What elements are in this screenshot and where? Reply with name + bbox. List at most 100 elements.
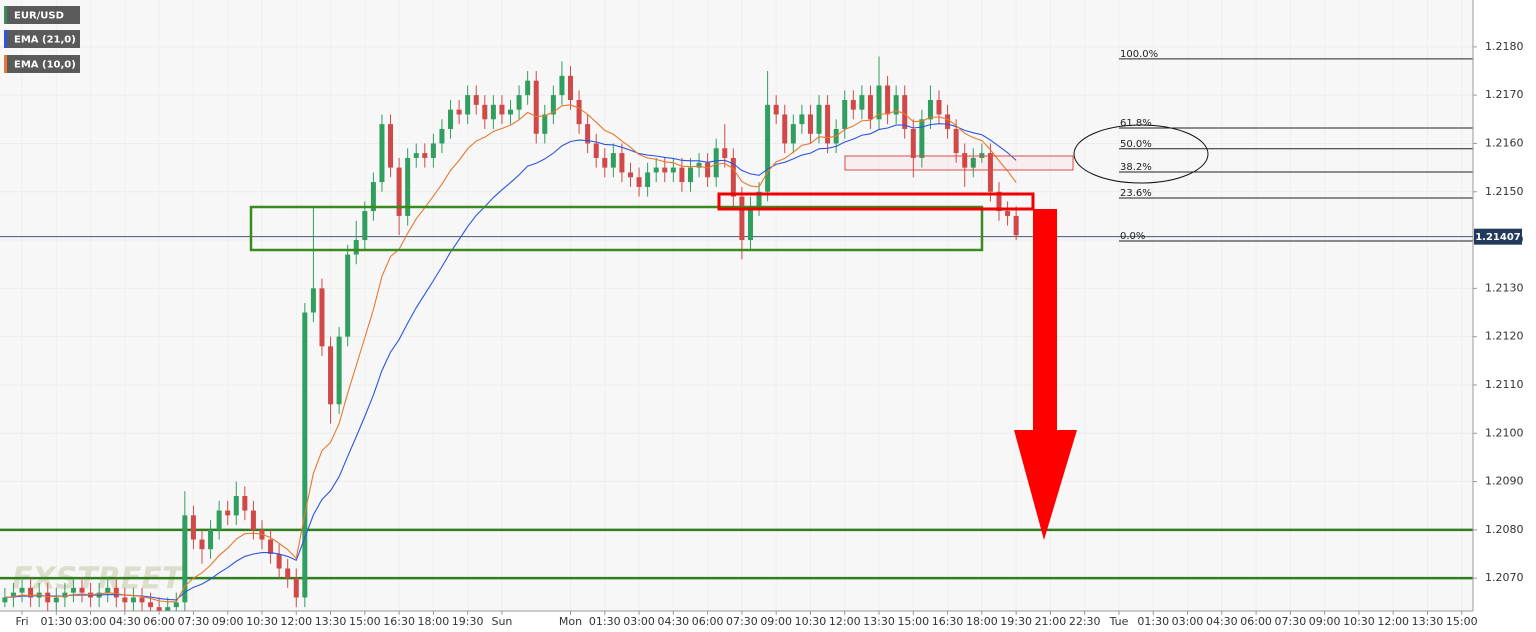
candle-body [790,124,796,144]
candle-body [662,167,668,173]
x-tick-label: 10:30 [795,615,827,628]
x-tick-label: 04:30 [657,615,689,628]
x-tick-label: 16:30 [932,615,964,628]
x-tick-label: 06:00 [1240,615,1272,628]
x-tick-label: 19:30 [1000,615,1032,628]
support-lines [0,528,1473,580]
candle-body [2,597,8,603]
x-tick-label: 18:00 [418,615,450,628]
candle-body [250,510,256,530]
candle-body [379,124,385,183]
candle-body [173,602,179,608]
x-tick-label: 13:30 [863,615,895,628]
x-tick-label: 06:00 [143,615,175,628]
candle-body [747,206,753,241]
candle-body [773,104,779,115]
candle-body [962,153,968,168]
x-tick-label: Sun [491,615,512,628]
ema-line [4,104,1017,603]
candle-body [593,143,599,158]
candle-body [70,587,76,593]
candle-body [473,95,479,105]
fib-label: 100.0% [1120,49,1158,60]
candle-body [293,578,299,598]
candle-body [28,587,34,598]
candle-body [190,515,196,540]
candle-body [465,95,471,115]
candle-body [439,128,445,144]
candle-body [550,95,556,115]
legend-label: EMA (21,0) [14,35,76,46]
fib-label: 61.8% [1120,118,1152,129]
y-tick-label: 1.2170 [1485,88,1524,101]
candle-body [53,597,59,603]
candle-body [362,211,368,241]
candle-body [576,99,582,125]
candle-body [216,510,222,530]
candle-body [936,99,942,115]
x-tick-label: 01:30 [40,615,72,628]
candle-body [456,109,462,115]
y-tick-label: 1.2150 [1485,185,1524,198]
x-tick-label: 09:00 [212,615,244,628]
candle-body [542,114,548,134]
candle-body [713,148,719,178]
x-tick-label: Mon [559,615,582,628]
candle-body [199,539,205,550]
candle-body [825,104,831,144]
candle-body [653,167,659,173]
x-tick-label: 10:30 [1343,615,1375,628]
x-tick-label: 15:00 [1446,615,1478,628]
candle-body [336,336,342,405]
legend-box [4,30,80,48]
x-tick-label: Tue [1109,615,1129,628]
candle-body [79,587,85,593]
x-tick-label: 01:30 [1137,615,1169,628]
y-tick-label: 1.2080 [1485,523,1524,536]
ema-line [4,123,1017,601]
candle-body [927,99,933,120]
x-tick-label: 03:00 [1172,615,1204,628]
candle-body [328,346,334,405]
y-tick-label: 1.2120 [1485,330,1524,343]
y-tick-label: 1.2100 [1485,426,1524,439]
candle-body [619,153,625,173]
candle-body [225,510,231,516]
candle-body [799,114,805,125]
candle-body [996,191,1002,212]
candle-body [585,124,591,144]
candle-body [645,172,651,187]
candle-body [756,191,762,207]
candle-body [842,99,848,129]
candle-body [885,85,891,115]
candle-body [285,568,291,579]
candle-body [687,167,693,183]
candle-body [156,607,162,611]
candle-body [508,109,514,115]
annotations [249,124,1209,540]
x-tick-label: 19:30 [452,615,484,628]
candle-body [302,312,308,598]
x-tick-label: 03:00 [623,615,655,628]
candle-body [559,75,565,96]
candle-body [182,515,188,603]
candle-body [113,587,119,598]
x-tick-label: 07:30 [1275,615,1307,628]
fib-label: 0.0% [1120,231,1145,242]
candle-body [19,587,25,593]
candle-body [876,85,882,120]
fibonacci: 100.0% 61.8% 50.0% 38.2% 23.6% 0.0% [1119,49,1473,242]
candle-body [242,496,248,511]
x-tick-label: 04:30 [109,615,141,628]
candle-body [893,95,899,115]
candle-body [208,529,214,550]
x-tick-label: 07:30 [726,615,758,628]
x-tick-label: 13:30 [1412,615,1444,628]
x-tick-label: 21:00 [1035,615,1067,628]
candle-body [679,167,685,183]
candle-body [499,104,505,115]
candle-body [867,95,873,120]
candle-body [1013,215,1019,236]
support-zone [249,205,984,252]
candle-body [165,607,171,611]
